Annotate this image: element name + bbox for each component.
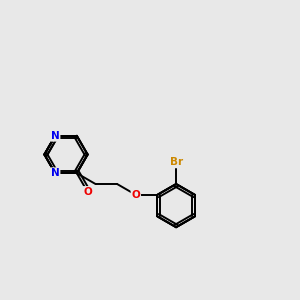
Text: N: N xyxy=(51,168,60,178)
Text: Br: Br xyxy=(169,158,183,167)
Text: N: N xyxy=(51,131,60,141)
Text: O: O xyxy=(131,190,140,200)
Text: O: O xyxy=(83,187,92,197)
